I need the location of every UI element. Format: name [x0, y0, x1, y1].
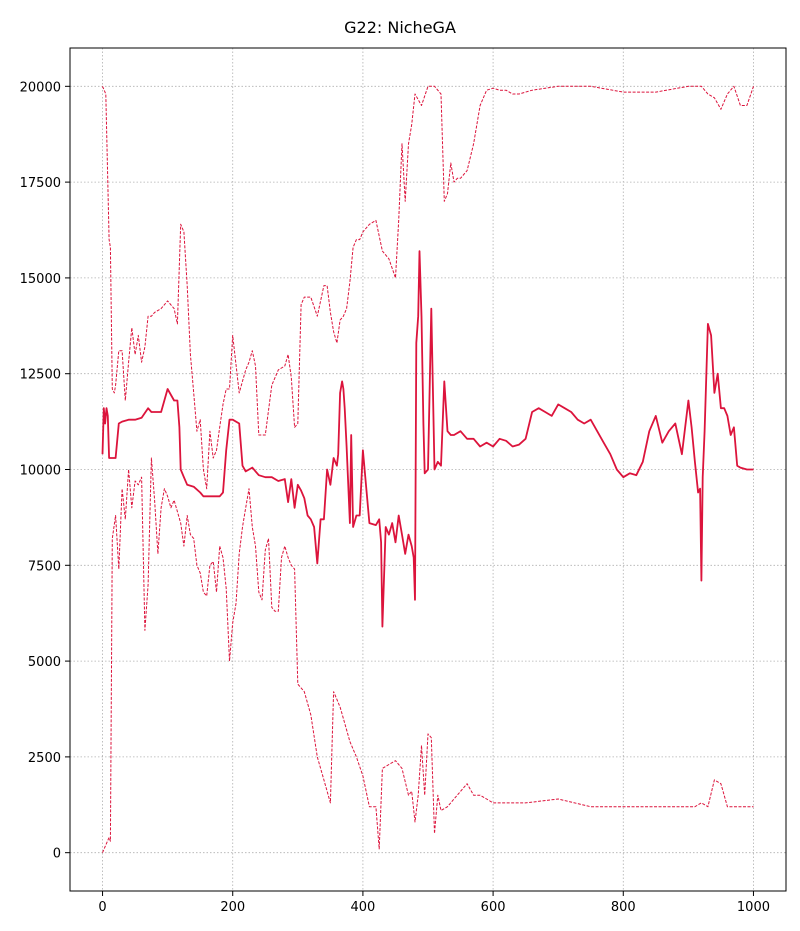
y-tick-label: 10000 — [20, 464, 61, 479]
x-tick-label: 0 — [98, 900, 106, 915]
y-tick-label: 12500 — [20, 368, 61, 383]
y-tick-label: 0 — [53, 847, 61, 862]
y-tick-label: 7500 — [28, 559, 61, 574]
x-tick-label: 1000 — [737, 900, 770, 915]
y-tick-label: 17500 — [20, 176, 61, 191]
x-tick-label: 600 — [481, 900, 506, 915]
y-tick-label: 5000 — [28, 655, 61, 670]
data-series — [101, 85, 754, 853]
x-tick-label: 200 — [220, 900, 245, 915]
grid-lines — [70, 48, 786, 891]
axis-ticks: 0 200 400 600 800 100002500500075001000012500… — [20, 80, 770, 915]
x-tick-label: 800 — [611, 900, 636, 915]
series-line-lower — [102, 457, 754, 853]
x-tick-label: 400 — [350, 900, 375, 915]
chart-title: G22: NicheGA — [344, 18, 456, 37]
y-tick-label: 15000 — [20, 272, 61, 287]
y-tick-label: 2500 — [28, 751, 61, 766]
y-tick-label: 20000 — [20, 80, 61, 95]
series-line-upper — [102, 85, 754, 490]
series-line-mean — [101, 250, 754, 628]
